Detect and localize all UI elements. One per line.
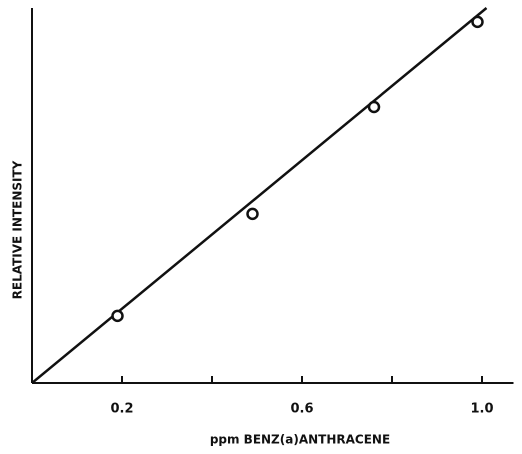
x-tick-label: 0.2 (110, 402, 133, 417)
data-point (111, 309, 124, 323)
data-point (367, 100, 381, 114)
data-point (471, 15, 484, 29)
x-tick-label: 1.0 (470, 402, 493, 417)
x-axis-label: ppm BENZ(a)ANTHRACENE (210, 433, 390, 447)
fit-line (31, 7, 488, 384)
y-axis-label: RELATIVE INTENSITY (11, 160, 25, 299)
x-tick-label: 0.6 (290, 402, 313, 417)
data-point (246, 207, 259, 221)
